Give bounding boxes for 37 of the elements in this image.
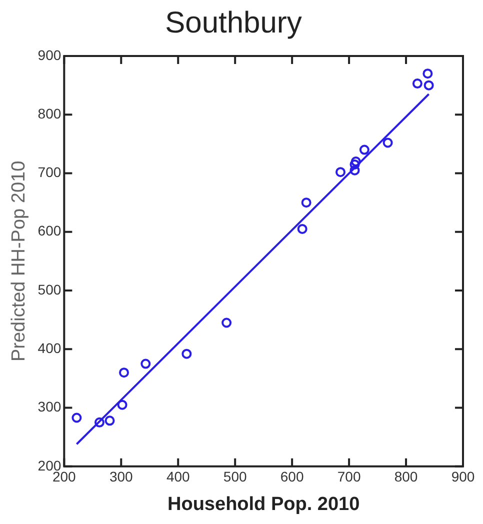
x-axis-title: Household Pop. 2010: [168, 494, 360, 515]
y-tick-label: 800: [38, 105, 62, 122]
y-tick-label: 600: [38, 222, 62, 239]
point: [422, 68, 433, 79]
x-tick-label: 500: [223, 468, 247, 485]
y-tick-label: 400: [38, 340, 62, 356]
point: [72, 412, 82, 423]
y-tick-label: 900: [38, 46, 62, 63]
x-tick-label: 700: [337, 468, 361, 485]
point: [94, 417, 104, 428]
point: [104, 416, 115, 426]
point: [350, 159, 360, 170]
y-tick-label: 200: [38, 457, 62, 474]
point: [424, 80, 434, 90]
x-tick-label: 600: [280, 468, 304, 485]
point: [118, 368, 129, 378]
point: [336, 167, 346, 178]
point: [359, 144, 370, 155]
point: [297, 224, 308, 234]
x-tick-label: 400: [166, 468, 190, 485]
y-tick-label: 700: [38, 164, 62, 180]
point: [301, 198, 312, 208]
point: [350, 165, 360, 176]
y-tick-label: 500: [38, 281, 62, 298]
point: [117, 400, 128, 410]
x-tick-label: 900: [451, 468, 475, 485]
y-axis-title: Predicted HH-Pop 2010: [8, 160, 30, 362]
point: [222, 318, 232, 328]
y-tick-label: 300: [38, 398, 62, 415]
point: [182, 348, 192, 359]
point: [412, 78, 422, 89]
x-tick-label: 800: [394, 468, 418, 485]
point: [350, 156, 361, 167]
point: [382, 138, 393, 148]
chart-title: Southbury: [165, 6, 302, 40]
point: [140, 358, 151, 369]
x-tick-label: 300: [109, 468, 134, 485]
